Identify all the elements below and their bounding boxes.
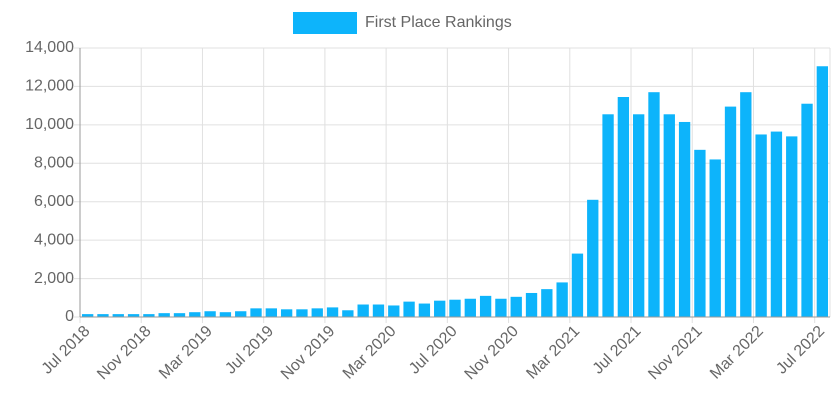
- y-tick-label: 6,000: [34, 193, 74, 210]
- bar: [97, 314, 109, 317]
- x-tick-label: Mar 2020: [340, 323, 400, 383]
- x-tick-label: Nov 2020: [462, 323, 523, 384]
- bar: [587, 199, 599, 317]
- bar: [388, 305, 400, 317]
- bar: [678, 121, 691, 317]
- bar: [204, 311, 216, 317]
- x-tick-label: Jul 2018: [39, 323, 94, 378]
- bar: [127, 314, 140, 317]
- bar: [663, 114, 675, 318]
- bar: [173, 313, 186, 317]
- bar: [633, 114, 645, 318]
- y-tick-label: 10,000: [25, 116, 74, 133]
- bar: [357, 304, 369, 317]
- bar: [709, 159, 721, 317]
- x-tick-label: Jul 2021: [590, 323, 645, 378]
- x-tick-label: Nov 2019: [278, 323, 339, 384]
- bar: [541, 289, 553, 317]
- x-tick-label: Mar 2021: [523, 323, 583, 383]
- bar: [786, 136, 798, 317]
- bar: [250, 308, 262, 317]
- x-tick-label: Jul 2020: [406, 323, 461, 378]
- y-tick-label: 0: [65, 308, 74, 325]
- bar: [296, 309, 308, 317]
- bar: [143, 314, 155, 317]
- bar: [449, 299, 461, 317]
- x-tick-label: Nov 2018: [94, 323, 155, 384]
- bar: [694, 149, 706, 317]
- bar: [724, 106, 737, 317]
- bar: [311, 308, 323, 317]
- bar: [770, 131, 783, 317]
- bar: [372, 304, 385, 317]
- bar: [801, 103, 813, 317]
- bar: [495, 298, 507, 317]
- bar: [464, 298, 476, 317]
- bar: [510, 296, 522, 317]
- bar: [434, 300, 446, 317]
- x-tick-label: Nov 2021: [645, 323, 706, 384]
- bar: [342, 310, 354, 317]
- bar: [265, 308, 277, 317]
- bar: [235, 311, 247, 317]
- y-tick-label: 14,000: [25, 39, 74, 56]
- bar: [403, 301, 415, 317]
- bar: [479, 295, 492, 317]
- y-tick-label: 2,000: [34, 270, 74, 287]
- bar: [740, 92, 752, 317]
- bar: [602, 114, 614, 318]
- bar: [326, 307, 339, 317]
- bar: [158, 313, 170, 317]
- legend-label: First Place Rankings: [365, 14, 512, 31]
- y-tick-label: 8,000: [34, 155, 74, 172]
- bar: [112, 314, 124, 317]
- bar: [571, 253, 584, 317]
- bar: [280, 309, 293, 317]
- y-tick-label: 4,000: [34, 231, 74, 248]
- bar: [556, 282, 568, 317]
- x-tick-label: Mar 2019: [156, 323, 216, 383]
- bar: [525, 292, 538, 317]
- x-tick-label: Mar 2022: [707, 323, 767, 383]
- bar: [755, 134, 767, 317]
- bar: [617, 96, 630, 317]
- x-tick-label: Jul 2022: [773, 323, 828, 378]
- bar: [81, 314, 94, 317]
- bar: [219, 312, 232, 317]
- bar: [816, 66, 829, 317]
- legend-swatch: [293, 12, 357, 34]
- bar: [418, 303, 431, 317]
- y-tick-label: 12,000: [25, 78, 74, 95]
- x-tick-label: Jul 2019: [222, 323, 277, 378]
- bar: [648, 92, 660, 317]
- bar: [189, 312, 201, 317]
